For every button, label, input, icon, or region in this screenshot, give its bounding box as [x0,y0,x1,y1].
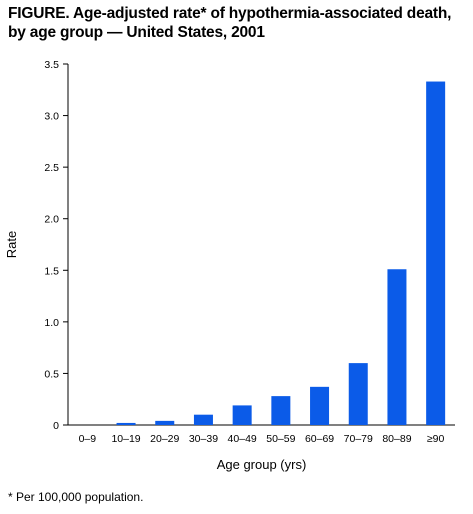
bar [271,396,291,425]
chart-title-line-1: FIGURE. Age-adjusted rate* of hypothermi… [8,5,452,22]
x-tick-label: 20–29 [150,433,179,445]
y-tick-label: 2.5 [44,162,59,174]
bar [348,363,368,425]
y-tick-label: 3.0 [44,111,59,123]
y-tick-label: 1.5 [44,265,59,277]
chart-bars [116,81,446,425]
x-tick-label: 10–19 [111,433,140,445]
y-tick-label: 0 [53,420,59,432]
x-tick-label: 60–69 [305,433,334,445]
x-tick-labels: 0–9 10–19 20–29 30–39 40–49 50–59 60–69 70–79 80… [79,433,445,445]
y-tick-label: 2.0 [44,214,59,226]
x-tick-label: 0–9 [79,433,97,445]
bar [232,405,252,425]
bar [193,414,213,425]
x-tick-label: 50–59 [266,433,295,445]
bar [310,386,330,425]
bar [387,269,407,425]
bar [426,81,446,425]
y-tick-label: 1.0 [44,317,59,329]
bar [155,420,175,425]
chart-title-line-2: by age group — United States, 2001 [8,24,265,41]
x-tick-label: 40–49 [228,433,257,445]
x-tick-label: 30–39 [189,433,218,445]
x-tick-label: ≥90 [427,433,445,445]
x-axis-title: Age group (yrs) [217,457,307,472]
x-tick-label: 70–79 [344,433,373,445]
x-tick-label: 80–89 [382,433,411,445]
y-tick-label: 0.5 [44,368,59,380]
footnote: * Per 100,000 population. [8,490,144,504]
y-axis-title: Rate [4,231,19,258]
bar [116,422,136,425]
y-tick-label: 3.5 [44,59,59,71]
y-tick-labels: 0 0.5 1.0 1.5 2.0 2.5 3.0 3.5 [44,59,59,432]
chart-title: FIGURE. Age-adjusted rate* of hypothermi… [8,4,468,42]
